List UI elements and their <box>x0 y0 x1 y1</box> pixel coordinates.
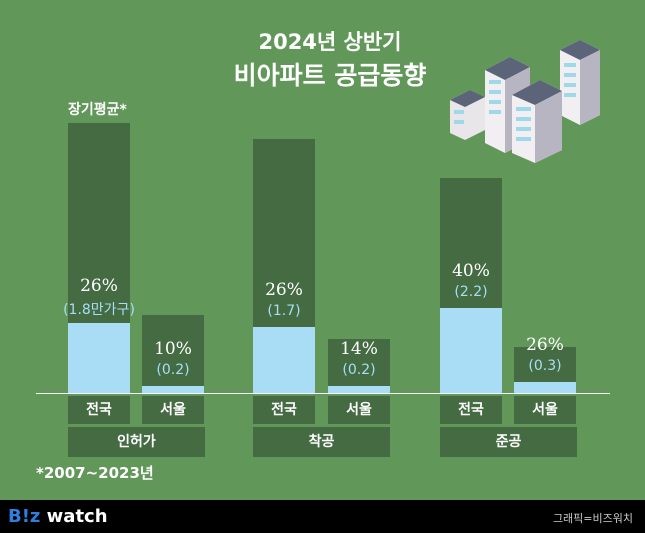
apartment-buildings-illustration <box>450 40 600 163</box>
group-label: 인허가 <box>68 427 205 457</box>
footnote: *2007~2023년 <box>36 464 154 482</box>
footer: B!z watch 그래픽=비즈워치 <box>0 500 645 533</box>
data-label-percent: 26% <box>526 335 564 356</box>
data-label-percent: 26% <box>80 276 118 297</box>
group-label: 준공 <box>440 427 577 457</box>
category-label: 서울 <box>328 396 390 424</box>
chart-title-line1: 2024년 상반기 <box>258 30 402 54</box>
legend-long-term-average: 장기평균* <box>68 102 127 118</box>
bar-2024-h1 <box>514 382 576 394</box>
data-label-value: (0.2) <box>342 362 376 379</box>
bar-long-term-average <box>328 338 390 394</box>
data-label-percent: 26% <box>265 280 303 301</box>
category-label: 전국 <box>253 396 315 424</box>
data-label-value: (0.3) <box>528 358 562 375</box>
bizwatch-logo: B!z watch <box>8 506 108 527</box>
bar-2024-h1 <box>68 323 130 394</box>
data-label-value: (0.2) <box>156 362 190 379</box>
data-label-value: (2.2) <box>454 283 488 300</box>
bar-2024-h1 <box>253 327 315 394</box>
data-label-percent: 14% <box>340 339 378 360</box>
category-label: 전국 <box>440 396 502 424</box>
bar-2024-h1 <box>328 386 390 394</box>
data-label-value: (1.8만가구) <box>63 302 135 319</box>
category-label: 전국 <box>68 396 130 424</box>
bar-2024-h1 <box>440 307 502 394</box>
category-label: 서울 <box>514 396 576 424</box>
chart-title-line2: 비아파트 공급동향 <box>233 61 427 90</box>
data-label-value: (1.7) <box>267 303 301 320</box>
category-label: 서울 <box>142 396 204 424</box>
data-label-percent: 10% <box>154 339 192 360</box>
group-label: 착공 <box>253 427 390 457</box>
chart-baseline <box>36 393 610 394</box>
data-label-percent: 40% <box>452 260 490 281</box>
graphic-credit: 그래픽=비즈워치 <box>552 512 633 525</box>
bar-long-term-average <box>142 315 204 394</box>
bar-2024-h1 <box>142 386 204 394</box>
bar-chart: 26% (1.8만가구) 전국 10% (0.2) 서울 26% (1.7) 전국 14% (0.2… <box>63 122 577 457</box>
